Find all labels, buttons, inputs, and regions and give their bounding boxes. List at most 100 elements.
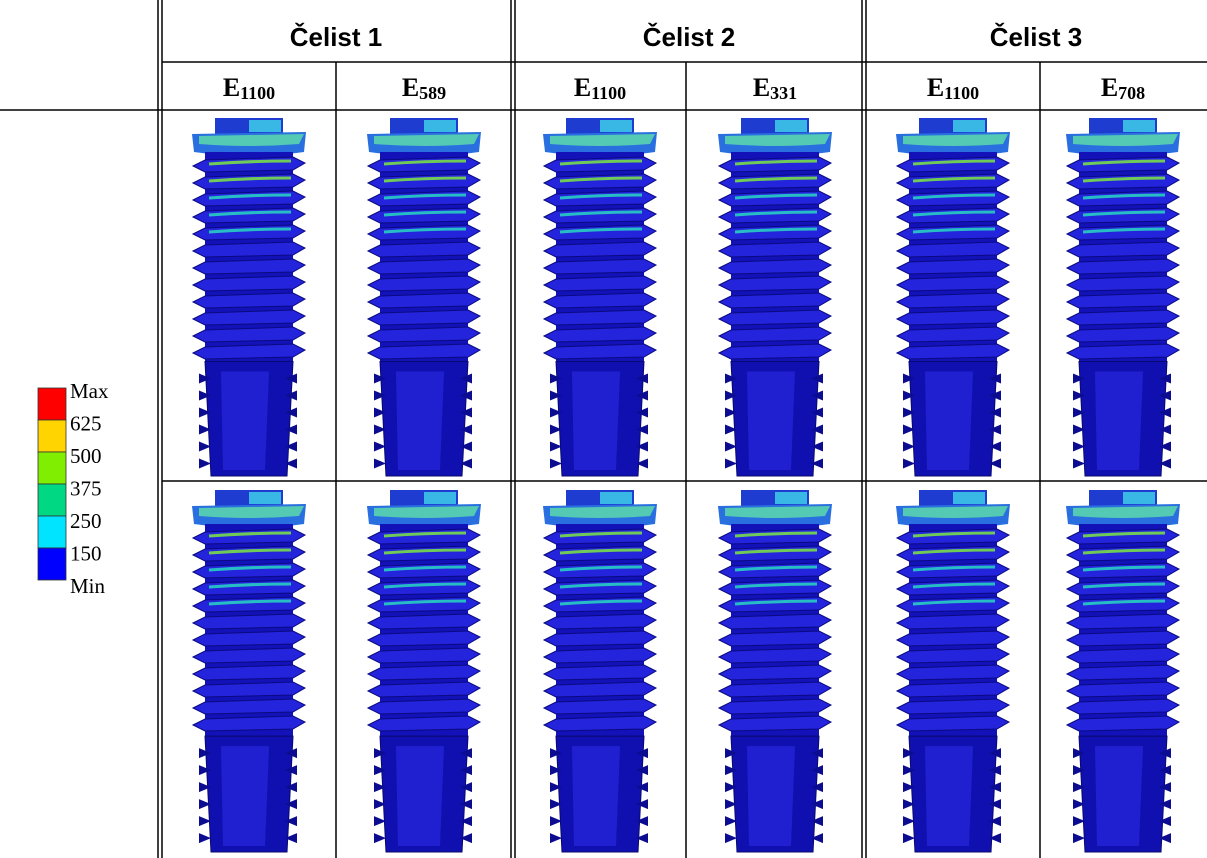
implant-thread — [717, 292, 833, 309]
implant-thread — [895, 647, 1011, 664]
implant-stress — [734, 531, 818, 538]
implant-stress — [912, 531, 996, 538]
implant-notch — [903, 441, 915, 452]
implant-thread — [366, 309, 482, 326]
implant-stress — [734, 582, 818, 589]
implant-thread — [542, 664, 658, 681]
legend-label: 150 — [70, 542, 102, 566]
implant-thread — [717, 647, 833, 664]
implant-notch — [285, 407, 297, 418]
implant-flange-hi — [1073, 134, 1178, 146]
implant-image — [191, 490, 307, 853]
implant-thread — [717, 664, 833, 681]
implant-thread — [1065, 292, 1181, 309]
implant-notch — [989, 799, 1001, 810]
implant-stress — [208, 548, 292, 555]
implant-notch — [1073, 799, 1085, 810]
column-subscript: 1100 — [240, 83, 275, 103]
implant-thread — [717, 698, 833, 715]
column-subscript: 1100 — [944, 83, 979, 103]
implant-notch — [460, 458, 472, 469]
implant-notch — [989, 748, 1001, 759]
implant-notch — [550, 373, 562, 384]
implant-notch — [903, 782, 915, 793]
implant-thread — [542, 681, 658, 698]
legend-swatch — [37, 387, 67, 421]
implant-notch — [989, 458, 1001, 469]
implant-notch — [903, 816, 915, 827]
implant-stress — [383, 159, 467, 166]
implant-flat — [925, 371, 973, 470]
implant-thread — [542, 292, 658, 309]
implant-notch — [725, 799, 737, 810]
implant-thread — [895, 309, 1011, 326]
implant-thread — [191, 613, 307, 630]
implant-thread — [1065, 258, 1181, 275]
implant-notch — [1159, 407, 1171, 418]
legend-label: 500 — [70, 444, 102, 468]
column-letter: E — [927, 73, 944, 102]
implant-notch — [374, 441, 386, 452]
implant-thread — [717, 681, 833, 698]
implant-stress — [559, 159, 643, 166]
legend-label: Min — [70, 574, 106, 598]
implant-stress — [559, 565, 643, 572]
implant-cap-hi — [953, 120, 985, 132]
implant-notch — [550, 424, 562, 435]
implant-notch — [636, 424, 648, 435]
implant-flange-hi — [199, 134, 304, 146]
implant-stress — [734, 159, 818, 166]
implant-stress — [208, 227, 292, 234]
implant-notch — [636, 782, 648, 793]
implant-notch — [989, 782, 1001, 793]
implant-notch — [1159, 424, 1171, 435]
implant-thread — [717, 715, 833, 732]
legend-label: 250 — [70, 509, 102, 533]
implant-notch — [285, 441, 297, 452]
implant-stress — [208, 159, 292, 166]
implant-thread — [542, 326, 658, 343]
implant-notch — [1073, 373, 1085, 384]
implant-thread — [366, 647, 482, 664]
column-letter: E — [574, 73, 591, 102]
implant-notch — [285, 424, 297, 435]
implant-notch — [1159, 765, 1171, 776]
implant-notch — [550, 782, 562, 793]
implant-flange-hi — [725, 134, 830, 146]
implant-notch — [989, 816, 1001, 827]
implant-image — [366, 118, 482, 477]
implant-flat — [747, 371, 795, 470]
implant-image — [717, 490, 833, 853]
implant-notch — [374, 748, 386, 759]
implant-thread — [191, 343, 307, 360]
implant-notch — [460, 373, 472, 384]
implant-thread — [191, 275, 307, 292]
implant-cap-hi — [424, 492, 456, 504]
implant-thread — [191, 681, 307, 698]
implant-notch — [285, 765, 297, 776]
implant-flange-hi — [903, 134, 1008, 146]
implant-thread — [191, 309, 307, 326]
implant-thread — [191, 258, 307, 275]
implant-notch — [374, 458, 386, 469]
legend-label: 375 — [70, 477, 102, 501]
implant-stress — [1082, 159, 1166, 166]
implant-stress — [383, 548, 467, 555]
implant-stress — [734, 565, 818, 572]
implant-thread — [717, 326, 833, 343]
column-header: E589 — [402, 73, 446, 103]
implant-notch — [1159, 782, 1171, 793]
implant-stress — [383, 565, 467, 572]
implant-notch — [725, 816, 737, 827]
group-header: Čelist 3 — [990, 22, 1083, 52]
implant-stress — [734, 227, 818, 234]
implant-notch — [903, 799, 915, 810]
implant-thread — [191, 630, 307, 647]
implant-thread — [542, 698, 658, 715]
implant-thread — [366, 275, 482, 292]
implant-thread — [542, 343, 658, 360]
implant-notch — [636, 748, 648, 759]
implant-thread — [717, 258, 833, 275]
implant-thread — [542, 275, 658, 292]
